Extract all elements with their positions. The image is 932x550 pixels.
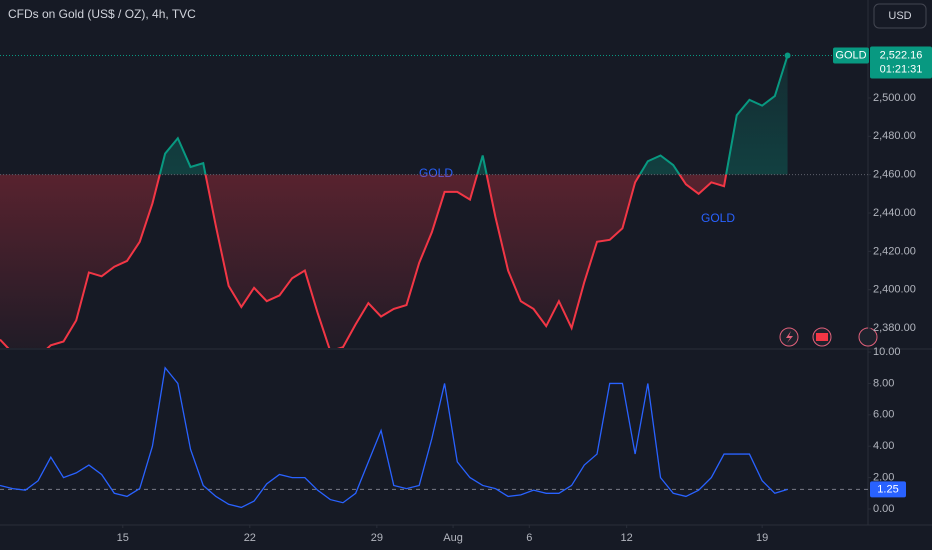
y-tick-label: 2,380.00 <box>873 322 916 334</box>
chart-title: CFDs on Gold (US$ / OZ), 4h, TVC <box>8 7 196 21</box>
x-tick-label: 22 <box>244 532 256 544</box>
pane <box>0 52 868 348</box>
y-tick-label: 0.00 <box>873 503 894 515</box>
symbol-badge <box>833 47 869 64</box>
x-tick-label: 6 <box>526 532 532 544</box>
x-tick-label: Aug <box>443 532 463 544</box>
baseline-fill <box>0 55 788 348</box>
indicator-line <box>0 366 788 509</box>
icon-glyph <box>786 331 793 343</box>
pane <box>0 366 868 509</box>
price-tag-label: 2,522.16 <box>880 49 923 61</box>
value-tag <box>870 481 906 498</box>
y-tick-label: 2,480.00 <box>873 130 916 142</box>
price-line <box>0 55 789 348</box>
y-tick-label: 2,500.00 <box>873 92 916 104</box>
symbol-label: GOLD <box>835 49 866 61</box>
y-tick-label: 8.00 <box>873 377 894 389</box>
countdown: 01:21:31 <box>880 63 923 75</box>
y-tick-label: 2,400.00 <box>873 284 916 296</box>
currency-label[interactable]: USD <box>888 10 911 22</box>
last-point <box>784 52 791 59</box>
x-tick-label: 12 <box>621 532 633 544</box>
event-icons <box>779 327 878 347</box>
y-tick-label: 2,440.00 <box>873 207 916 219</box>
x-tick-label: 29 <box>371 532 383 544</box>
x-tick-label: 19 <box>756 532 768 544</box>
x-tick-label: 15 <box>117 532 129 544</box>
currency-button[interactable] <box>873 3 927 29</box>
y-tick-label: 4.00 <box>873 440 894 452</box>
value-tag-label: 1.25 <box>877 483 898 495</box>
y-tick-label: 2,420.00 <box>873 245 916 257</box>
price-tag <box>870 46 932 79</box>
y-tick-label: 6.00 <box>873 409 894 421</box>
icon-glyph <box>816 333 828 341</box>
annotation: GOLD <box>701 211 735 225</box>
y-tick-label: 10.00 <box>873 346 901 358</box>
y-tick-label: 2,460.00 <box>873 169 916 181</box>
y-tick-label: 2.00 <box>873 472 894 484</box>
